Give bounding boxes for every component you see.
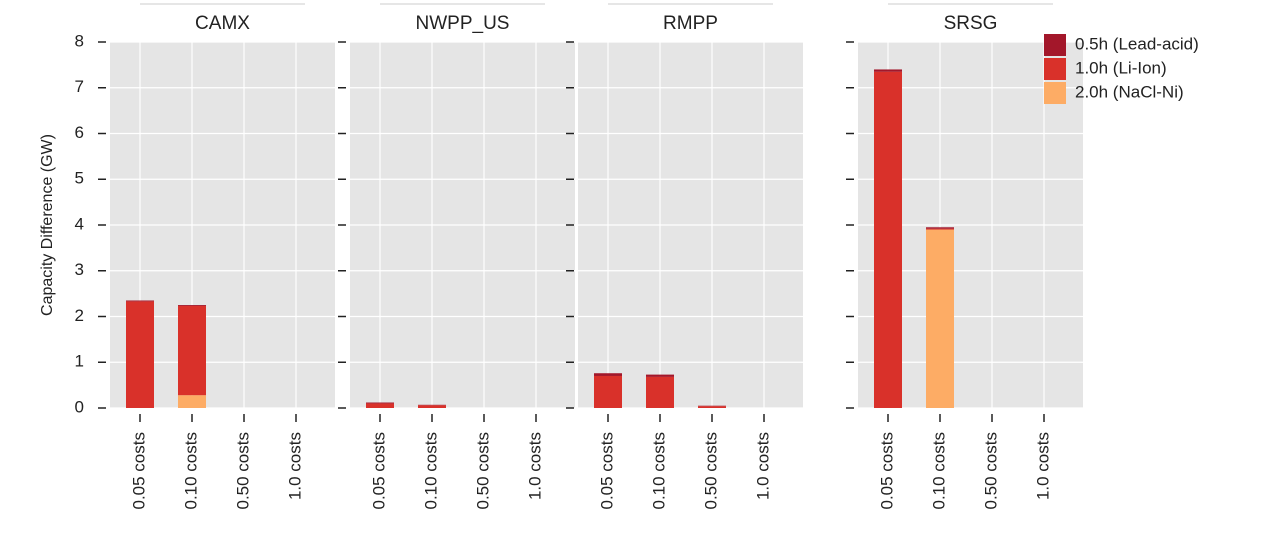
bar-segment [646,376,674,408]
x-tick-label: 0.05 costs [597,432,616,510]
x-tick-label: 1.0 costs [285,432,304,500]
y-tick-label: 7 [75,77,84,96]
bar-segment [926,229,954,408]
x-tick-label: 0.50 costs [701,432,720,510]
legend-label: 1.0h (Li-Ion) [1075,58,1167,77]
panel-title: CAMX [195,13,250,34]
bar-segment [926,228,954,230]
legend-label: 2.0h (NaCl-Ni) [1075,82,1184,101]
bar-segment [594,375,622,408]
x-tick-label: 0.05 costs [369,432,388,510]
bar-segment [178,305,206,396]
legend-swatch [1044,58,1066,80]
bar-segment [366,403,394,408]
x-tick-label: 1.0 costs [525,432,544,500]
y-tick-label: 4 [75,214,84,233]
bar-segment [926,227,954,229]
x-tick-label: 0.10 costs [181,432,200,510]
bar-segment [418,405,446,408]
y-tick-label: 8 [75,31,84,50]
x-tick-label: 0.50 costs [473,432,492,510]
bar-segment [126,301,154,408]
bar-segment [646,374,674,377]
bar-segment [874,71,902,409]
x-tick-label: 0.50 costs [233,432,252,510]
panel-title: RMPP [663,13,718,34]
y-tick-label: 2 [75,306,84,325]
x-tick-label: 1.0 costs [1033,432,1052,500]
x-tick-label: 1.0 costs [753,432,772,500]
legend-swatch [1044,82,1066,104]
bar-segment [366,402,394,404]
legend-label: 0.5h (Lead-acid) [1075,34,1199,53]
y-tick-label: 1 [75,352,84,371]
y-tick-label: 6 [75,123,84,142]
x-tick-label: 0.10 costs [649,432,668,510]
x-tick-label: 0.05 costs [129,432,148,510]
y-tick-label: 0 [75,397,84,416]
bar-segment [698,406,726,408]
x-tick-label: 0.50 costs [981,432,1000,510]
bar-segment [178,305,206,306]
bar-segment [126,300,154,302]
bar-segment [874,69,902,72]
x-tick-label: 0.10 costs [421,432,440,510]
bar-segment [178,395,206,408]
panel-title: NWPP_US [416,13,510,34]
y-tick-label: 5 [75,169,84,188]
x-tick-label: 0.05 costs [877,432,896,510]
bar-segment [594,373,622,376]
x-tick-label: 0.10 costs [929,432,948,510]
legend-swatch [1044,34,1066,56]
y-tick-label: 3 [75,260,84,279]
panel-title: SRSG [944,13,998,34]
y-axis-label: Capacity Difference (GW) [39,134,56,316]
